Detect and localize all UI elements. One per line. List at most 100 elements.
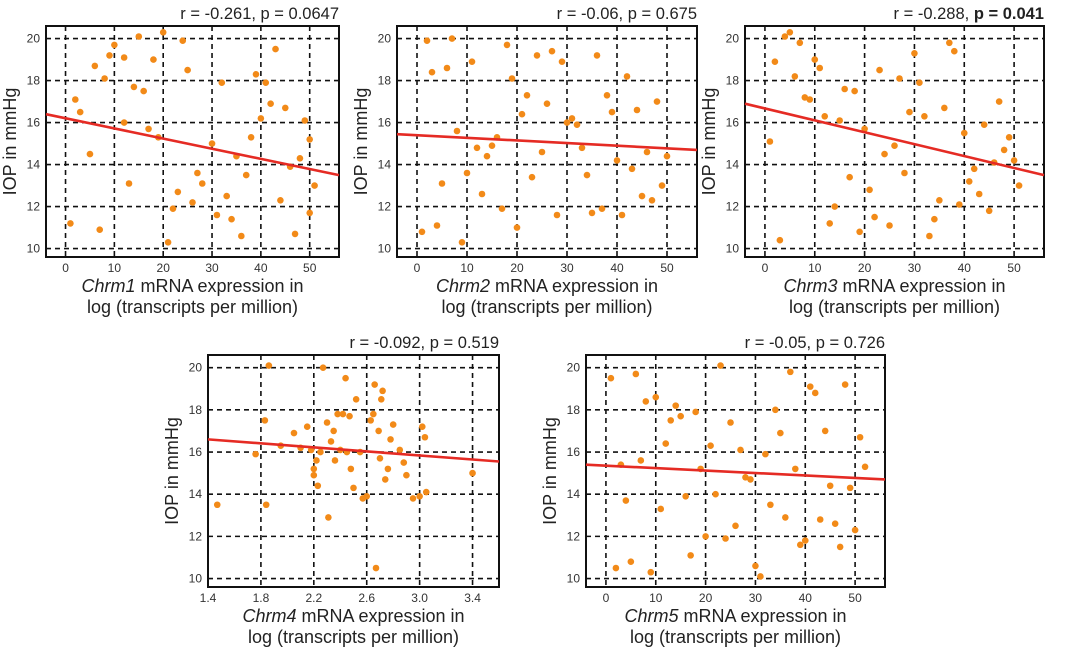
chart-chrm4-x-axis-label-line2: log (transcripts per million) bbox=[248, 627, 459, 647]
chart-chrm1-x-axis-gene: Chrm1 bbox=[81, 276, 135, 296]
chart-chrm3-point bbox=[856, 228, 863, 236]
chart-chrm1-point bbox=[218, 79, 226, 86]
chart-chrm2-point bbox=[453, 127, 461, 135]
chart-chrm4-point bbox=[303, 423, 311, 431]
chart-chrm2-ytick-label: 16 bbox=[378, 116, 392, 130]
chart-chrm3-point bbox=[896, 75, 903, 82]
chart-chrm2-point bbox=[593, 52, 601, 59]
chart-chrm2-xtick-label: 30 bbox=[560, 261, 574, 275]
chart-chrm1-y-axis-label: IOP in mmHg bbox=[0, 88, 20, 196]
chart-chrm3-point bbox=[891, 142, 898, 149]
chart-chrm2-point bbox=[433, 222, 441, 229]
chart-chrm2-point bbox=[483, 152, 491, 160]
chart-chrm3-stat-r: r = -0.288, bbox=[894, 5, 974, 23]
chart-chrm5-point bbox=[612, 564, 620, 572]
chart-chrm4-point bbox=[376, 455, 384, 462]
chart-chrm4-y-axis-label: IOP in mmHg bbox=[162, 417, 182, 525]
chart-chrm5-point bbox=[667, 417, 675, 424]
chart-chrm1-xtick-label: 10 bbox=[108, 261, 122, 275]
chart-chrm2-stat-r: r = -0.06, bbox=[557, 5, 628, 23]
chart-chrm2-stat-label: r = -0.06, p = 0.675 bbox=[557, 5, 697, 23]
chart-chrm3-ytick-label: 20 bbox=[726, 32, 740, 46]
chart-chrm2-ytick-label: 12 bbox=[378, 200, 392, 214]
chart-chrm4-point bbox=[342, 374, 349, 382]
chart-chrm1-stat-p: p = 0.0647 bbox=[261, 5, 339, 23]
chart-chrm4-x-axis-gene: Chrm4 bbox=[242, 606, 296, 626]
chart-chrm3-x-axis-label-rest: mRNA expression in bbox=[837, 276, 1005, 296]
chart-chrm1-xtick-label: 30 bbox=[205, 261, 219, 275]
chart-chrm2-x-axis-label-line2: log (transcripts per million) bbox=[441, 297, 652, 317]
chart-chrm2-point bbox=[583, 171, 591, 179]
chart-chrm5-fit-line bbox=[585, 463, 886, 481]
chart-chrm1-stat-label: r = -0.261, p = 0.0647 bbox=[180, 5, 339, 23]
chart-chrm5-point bbox=[826, 482, 834, 490]
chart-chrm3-point bbox=[806, 96, 814, 103]
chart-chrm3-ytick-label: 10 bbox=[726, 242, 740, 256]
chart-chrm2-point bbox=[663, 152, 671, 160]
chart-chrm5-point bbox=[767, 501, 774, 509]
chart-chrm4-point bbox=[347, 465, 355, 473]
chart-chrm1-point bbox=[101, 75, 108, 82]
chart-chrm5-xtick-label: 0 bbox=[603, 591, 610, 605]
chart-chrm4-point bbox=[352, 395, 360, 403]
chart-chrm1-ytick-label: 10 bbox=[27, 242, 41, 256]
chart-chrm4-point bbox=[339, 410, 347, 418]
chart-chrm2-point bbox=[548, 47, 556, 55]
chart-chrm2-point bbox=[523, 92, 531, 99]
chart-chrm3-xtick-label: 30 bbox=[908, 261, 922, 275]
chart-chrm5-ytick-label: 10 bbox=[567, 572, 581, 586]
chart-chrm1-point bbox=[150, 56, 157, 63]
chart-chrm1-point bbox=[306, 209, 314, 217]
chart-chrm1-point bbox=[174, 188, 182, 196]
chart-chrm1-xtick-label: 40 bbox=[254, 261, 268, 275]
chart-chrm1-point bbox=[169, 205, 177, 212]
chart-chrm5-point bbox=[682, 493, 689, 500]
chart-chrm2-x-axis-gene: Chrm2 bbox=[436, 276, 490, 296]
chart-chrm4-point bbox=[389, 421, 397, 428]
chart-chrm4-point bbox=[371, 381, 378, 388]
chart-chrm5-ytick-label: 16 bbox=[567, 445, 581, 459]
chart-chrm2-point bbox=[628, 165, 636, 173]
chart-chrm4-ytick-label: 20 bbox=[189, 361, 203, 375]
chart-chrm1-point bbox=[247, 134, 255, 141]
chart-chrm3-point bbox=[906, 108, 913, 116]
chart-chrm1-point bbox=[120, 119, 128, 126]
chart-chrm3-point bbox=[931, 215, 938, 223]
chart-chrm1-point bbox=[267, 100, 274, 107]
chart-chrm3-point bbox=[851, 87, 858, 95]
chart-chrm4-point bbox=[400, 459, 408, 466]
chart-chrm2-stat-p: p = 0.675 bbox=[628, 5, 697, 23]
chart-chrm4-xtick-label: 3.4 bbox=[464, 591, 481, 605]
chart-chrm2-panel: 0 10 20 30 40 50 10 12 14 16 18 20 r = -0.06, p = 0.… bbox=[351, 5, 698, 317]
chart-chrm4-ytick-label: 14 bbox=[189, 487, 203, 501]
chart-chrm2-point bbox=[468, 58, 476, 65]
chart-chrm3-stat-label: r = -0.288, p = 0.041 bbox=[894, 5, 1044, 23]
chart-chrm4-xtick-label: 2.2 bbox=[305, 591, 322, 605]
chart-chrm4-point bbox=[387, 436, 394, 443]
chart-chrm5-point bbox=[816, 516, 824, 523]
chart-chrm4-point bbox=[213, 501, 221, 509]
chart-chrm3-point bbox=[901, 169, 908, 177]
chart-chrm2-x-axis-label: Chrm2 mRNA expression in bbox=[436, 276, 658, 296]
chart-chrm5-point bbox=[677, 412, 684, 420]
chart-chrm3-ytick-label: 18 bbox=[726, 74, 740, 88]
chart-chrm1-point bbox=[164, 239, 172, 246]
chart-chrm3-point bbox=[946, 39, 953, 47]
chart-chrm4-xtick-label: 1.4 bbox=[200, 591, 217, 605]
chart-chrm4-point bbox=[469, 469, 476, 477]
chart-chrm5-point bbox=[787, 368, 794, 376]
chart-chrm2-point bbox=[528, 173, 536, 181]
chart-chrm5-point bbox=[732, 522, 739, 530]
chart-chrm1-point bbox=[296, 155, 304, 162]
chart-chrm4-point bbox=[262, 501, 270, 509]
chart-chrm3-point bbox=[796, 39, 804, 47]
chart-chrm1-point bbox=[91, 62, 99, 70]
chart-chrm4-point bbox=[310, 471, 318, 479]
chart-chrm1-point bbox=[238, 232, 245, 240]
chart-chrm3-point bbox=[965, 178, 973, 185]
chart-chrm4-stat-label: r = -0.092, p = 0.519 bbox=[349, 334, 499, 352]
chart-chrm4-point bbox=[252, 450, 259, 458]
chart-chrm5-point bbox=[762, 450, 769, 458]
chart-chrm5-xtick-label: 30 bbox=[749, 591, 763, 605]
